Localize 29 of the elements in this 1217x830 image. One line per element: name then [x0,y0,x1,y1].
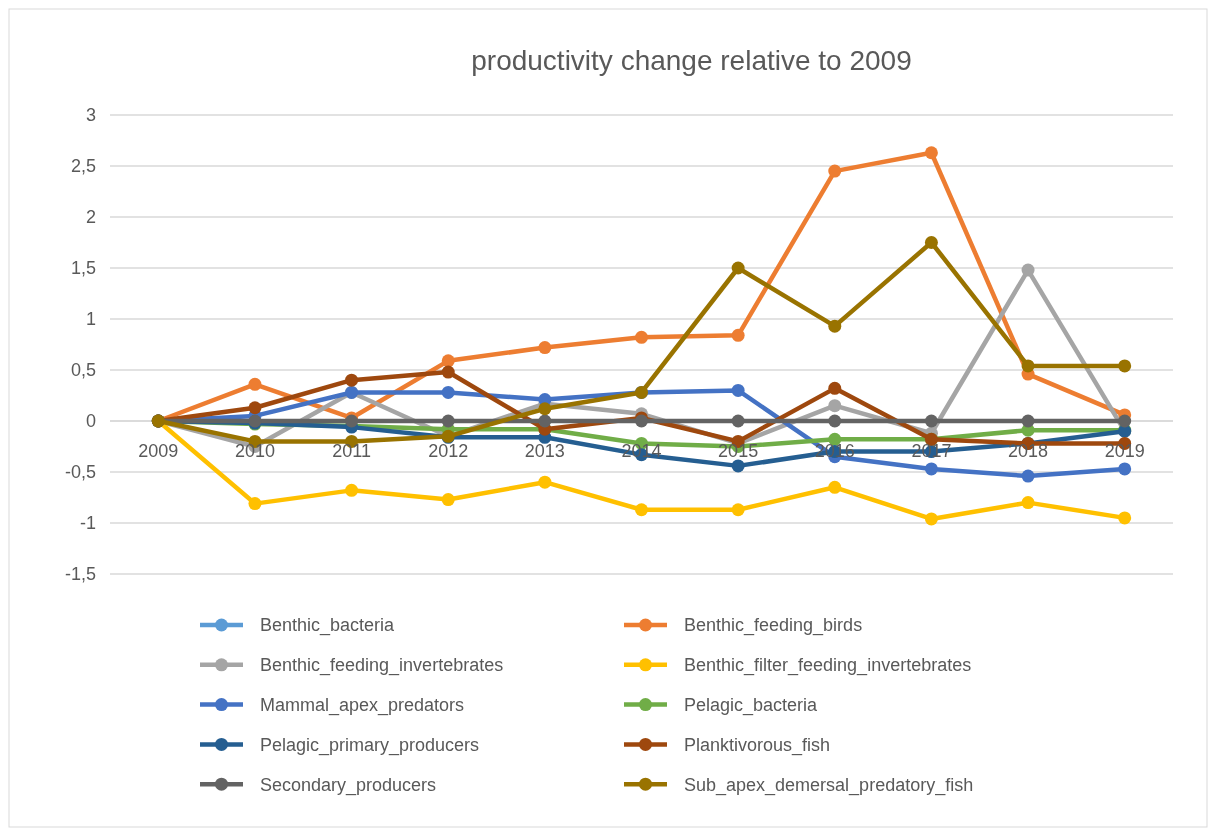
legend-label: Pelagic_bacteria [684,694,819,716]
x-tick-label: 2010 [234,441,275,462]
y-tick-label: 0 [85,411,96,432]
y-tick-label: 3 [85,105,96,126]
legend-label: Benthic_filter_feeding_invertebrates [684,655,972,677]
legend-label: Pelagic_primary_producers [260,734,480,756]
legend-label: Planktivorous_fish [684,734,831,756]
x-tick-label: 2011 [332,441,371,462]
y-tick-label: 0,5 [70,360,96,381]
x-tick-label: 2012 [428,441,469,462]
x-tick-label: 2018 [1008,441,1049,462]
y-tick-label: -0,5 [64,462,96,483]
legend-label: Sub_apex_demersal_predatory_fish [684,774,974,796]
y-tick-label: 2,5 [70,156,96,177]
y-tick-label: 1,5 [70,258,96,279]
legend-label: Benthic_bacteria [260,615,396,637]
x-tick-label: 2019 [1104,441,1145,462]
y-tick-label: 2 [85,207,96,228]
legend-label: Benthic_feeding_invertebrates [260,655,504,677]
legend-label: Benthic_feeding_birds [684,615,863,637]
x-tick-label: 2009 [138,441,179,462]
y-tick-label: -1 [79,513,96,534]
legend-label: Secondary_producers [260,774,437,796]
y-tick-label: 1 [85,309,96,330]
legend-label: Mammal_apex_predators [260,694,465,716]
x-tick-label: 2013 [524,441,565,462]
chart-title: productivity change relative to 2009 [471,45,912,76]
x-tick-label: 2014 [621,441,662,462]
y-tick-label: -1,5 [64,564,96,585]
